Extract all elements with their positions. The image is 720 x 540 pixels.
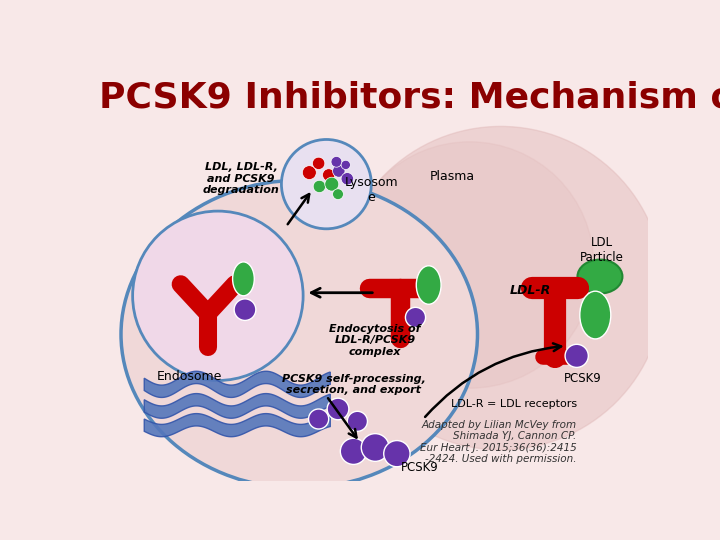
Text: PCSK9 self-processing,
secretion, and export: PCSK9 self-processing, secretion, and ex… (282, 374, 426, 395)
Circle shape (338, 126, 664, 450)
Ellipse shape (233, 262, 254, 296)
Ellipse shape (416, 266, 441, 304)
Text: Endosome: Endosome (156, 370, 222, 383)
Circle shape (331, 157, 342, 167)
Circle shape (234, 299, 256, 320)
Text: Plasma: Plasma (430, 170, 475, 183)
Circle shape (346, 142, 594, 388)
Circle shape (323, 168, 335, 181)
Circle shape (341, 173, 354, 185)
Ellipse shape (580, 291, 611, 339)
Circle shape (309, 409, 329, 429)
Circle shape (565, 345, 588, 367)
Polygon shape (144, 372, 330, 397)
Circle shape (341, 438, 366, 464)
Circle shape (384, 441, 410, 467)
Circle shape (302, 166, 316, 179)
Text: Adapted by Lilian McVey from
Shimada YJ, Cannon CP.
Eur Heart J. 2015;36(36):241: Adapted by Lilian McVey from Shimada YJ,… (420, 420, 577, 464)
Text: LDL-R = LDL receptors: LDL-R = LDL receptors (451, 399, 577, 409)
Circle shape (361, 434, 389, 461)
Circle shape (405, 307, 426, 327)
Circle shape (333, 165, 345, 177)
Circle shape (347, 411, 367, 431)
Polygon shape (144, 394, 330, 418)
Text: LDL-R: LDL-R (510, 284, 551, 297)
Text: PCSK9: PCSK9 (564, 373, 602, 386)
Circle shape (312, 157, 325, 170)
Text: LDL, LDL-R,
and PCSK9
degradation: LDL, LDL-R, and PCSK9 degradation (203, 162, 279, 195)
Text: Lysosom
e: Lysosom e (344, 176, 398, 204)
Circle shape (327, 398, 349, 420)
Ellipse shape (121, 180, 477, 488)
Circle shape (282, 139, 372, 229)
Polygon shape (144, 414, 330, 437)
Circle shape (341, 160, 351, 170)
Text: PCSK9 Inhibitors: Mechanism of Action: PCSK9 Inhibitors: Mechanism of Action (99, 80, 720, 114)
Text: PCSK9: PCSK9 (400, 461, 438, 474)
Circle shape (333, 189, 343, 200)
Circle shape (132, 211, 303, 381)
Ellipse shape (577, 260, 622, 294)
Text: LDL
Particle: LDL Particle (580, 235, 624, 264)
Circle shape (325, 177, 339, 191)
Circle shape (313, 180, 325, 193)
Text: Endocytosis of
LDL-R/PCSK9
complex: Endocytosis of LDL-R/PCSK9 complex (330, 324, 421, 357)
